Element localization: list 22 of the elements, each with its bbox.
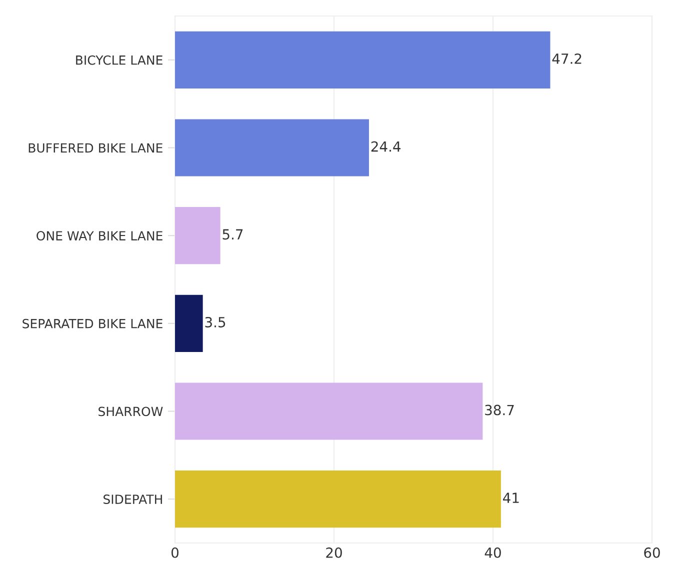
bar	[175, 31, 550, 88]
data-label: 47.2	[552, 53, 582, 64]
x-tick-label: 0	[171, 547, 178, 558]
data-label: 5.7	[222, 229, 243, 240]
data-label: 3.5	[205, 316, 226, 328]
x-tick-label: 40	[484, 547, 501, 558]
bar	[175, 207, 220, 264]
bar	[175, 382, 483, 440]
data-label: 38.7	[485, 404, 514, 416]
data-label: 41	[503, 492, 519, 503]
y-tick-label: BUFFERED BIKE LANE	[28, 143, 162, 153]
x-tick-label: 60	[644, 547, 660, 558]
y-tick-label: SHARROW	[98, 406, 163, 416]
bar	[175, 119, 369, 176]
data-label: 24.4	[371, 141, 401, 152]
y-tick-label: SIDEPATH	[104, 494, 162, 504]
bar	[175, 470, 501, 528]
y-tick-label: ONE WAY BIKE LANE	[36, 231, 162, 241]
bar	[175, 294, 203, 352]
y-tick-label: SEPARATED BIKE LANE	[22, 318, 162, 328]
x-tick-label: 20	[326, 547, 342, 558]
y-tick-label: BICYCLE LANE	[76, 55, 162, 65]
